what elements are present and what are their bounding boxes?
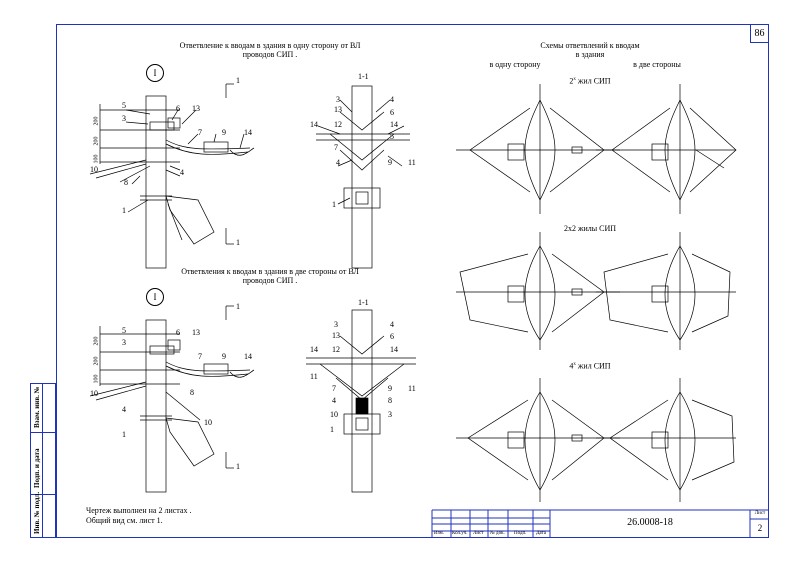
part-label: 1 bbox=[332, 200, 336, 209]
scheme-title-3: 4x жил СИП bbox=[569, 361, 611, 371]
section-title-top: 1-1 bbox=[358, 72, 369, 81]
part-label: 14 bbox=[390, 345, 398, 354]
part-label: 10 bbox=[90, 389, 98, 398]
view-marker-top: I bbox=[146, 64, 164, 82]
page-number: 86 bbox=[750, 24, 769, 43]
view-marker-bottom: I bbox=[146, 288, 164, 306]
scheme-1-right bbox=[596, 84, 737, 214]
part-label: 14 bbox=[244, 352, 252, 361]
part-label: 5 bbox=[122, 326, 126, 335]
pole-elevation-top bbox=[89, 83, 255, 269]
scheme-2-left bbox=[456, 232, 620, 350]
part-label: 9 bbox=[222, 128, 226, 137]
part-label: 6 bbox=[390, 108, 394, 117]
note-line-2: Общий вид см. лист 1. bbox=[86, 516, 163, 525]
part-label: 13 bbox=[332, 331, 340, 340]
side-stamp-column bbox=[30, 383, 56, 538]
part-label: 1 bbox=[122, 430, 126, 439]
part-label: 1 bbox=[330, 425, 334, 434]
cut-marker-2: 1 bbox=[236, 238, 240, 247]
part-label: 6 bbox=[176, 104, 180, 113]
right-header-line2: в здания bbox=[575, 50, 605, 59]
part-label: 7 bbox=[334, 143, 338, 152]
part-label: 13 bbox=[192, 328, 200, 337]
part-label: 9 bbox=[222, 352, 226, 361]
part-label: 8 bbox=[190, 388, 194, 397]
title-two-sides: Ответвления к вводам в здания в две стор… bbox=[181, 267, 359, 285]
part-label: 12 bbox=[332, 345, 340, 354]
right-header-col-right: в две стороны bbox=[633, 60, 681, 69]
cut-marker-3: 1 bbox=[236, 302, 240, 311]
part-label: 7 bbox=[198, 352, 202, 361]
part-label: 4 bbox=[180, 168, 184, 177]
part-label: 10 bbox=[90, 165, 98, 174]
part-label: 13 bbox=[192, 104, 200, 113]
part-label: 3 bbox=[336, 95, 340, 104]
stamp-col-kol: Кол.уч. bbox=[452, 531, 468, 536]
stamp-col-izm: Изм. bbox=[434, 531, 444, 536]
section-title-bottom: 1-1 bbox=[358, 298, 369, 307]
scheme-3-left bbox=[456, 378, 620, 502]
scheme-title-2: 2х2 жилы СИП bbox=[563, 224, 617, 233]
title-block-lines bbox=[431, 509, 769, 538]
scheme-1-left bbox=[456, 84, 620, 214]
part-label: 11 bbox=[310, 372, 318, 381]
section-view-bottom bbox=[306, 309, 416, 493]
part-label: 4 bbox=[122, 405, 126, 414]
scheme-title-1: 2x жил СИП bbox=[569, 76, 611, 86]
part-label: 1 bbox=[122, 206, 126, 215]
cut-marker-4: 1 bbox=[236, 462, 240, 471]
doc-code: 26.0008-18 bbox=[627, 517, 673, 528]
part-label: 14 bbox=[310, 120, 318, 129]
part-label: 7 bbox=[332, 384, 336, 393]
part-label: 8 bbox=[124, 178, 128, 187]
part-label: 3 bbox=[122, 114, 126, 123]
part-label: 14 bbox=[390, 120, 398, 129]
sheet-number: 2 bbox=[757, 523, 763, 533]
part-label: 9 bbox=[388, 158, 392, 167]
part-label: 10 bbox=[330, 410, 338, 419]
right-header-col-left: в одну сторону bbox=[489, 60, 541, 69]
stamp-col-date: Дата bbox=[536, 531, 546, 536]
cut-marker-1: 1 bbox=[236, 76, 240, 85]
pole-elevation-bottom bbox=[89, 305, 255, 493]
right-header-line1: Схемы ответвлений к вводам bbox=[540, 41, 640, 50]
part-label: 3 bbox=[122, 338, 126, 347]
part-label: 14 bbox=[310, 345, 318, 354]
section-view-top bbox=[316, 85, 410, 269]
title-one-side: Ответвление к вводам в здания в одну сто… bbox=[179, 41, 361, 59]
part-label: 6 bbox=[176, 328, 180, 337]
part-label: 6 bbox=[390, 332, 394, 341]
part-label: 7 bbox=[198, 128, 202, 137]
stamp-col-list: Лист bbox=[473, 531, 484, 536]
part-label: 3 bbox=[388, 410, 392, 419]
part-label: 12 bbox=[334, 120, 342, 129]
stamp-col-doc: № док. bbox=[490, 531, 505, 536]
part-label: 5 bbox=[122, 101, 126, 110]
part-label: 10 bbox=[204, 418, 212, 427]
part-label: 9 bbox=[388, 384, 392, 393]
part-label: 14 bbox=[244, 128, 252, 137]
part-label: 13 bbox=[334, 105, 342, 114]
part-label: 11 bbox=[408, 384, 416, 393]
part-label: 3 bbox=[334, 320, 338, 329]
part-label: 8 bbox=[388, 396, 392, 405]
drawing-frame bbox=[56, 24, 769, 538]
stamp-col-podp: Подп. bbox=[514, 531, 527, 536]
part-label: 4 bbox=[390, 95, 394, 104]
note-line-1: Чертеж выполнен на 2 листах . bbox=[86, 506, 192, 515]
scheme-3-right bbox=[596, 378, 736, 502]
part-label: 11 bbox=[408, 158, 416, 167]
scheme-2-right bbox=[596, 232, 736, 350]
part-label: 4 bbox=[390, 320, 394, 329]
part-label: 4 bbox=[332, 396, 336, 405]
part-label: 4 bbox=[336, 158, 340, 167]
part-label: 5 bbox=[390, 132, 394, 141]
sheet-label: Лист bbox=[754, 511, 766, 516]
